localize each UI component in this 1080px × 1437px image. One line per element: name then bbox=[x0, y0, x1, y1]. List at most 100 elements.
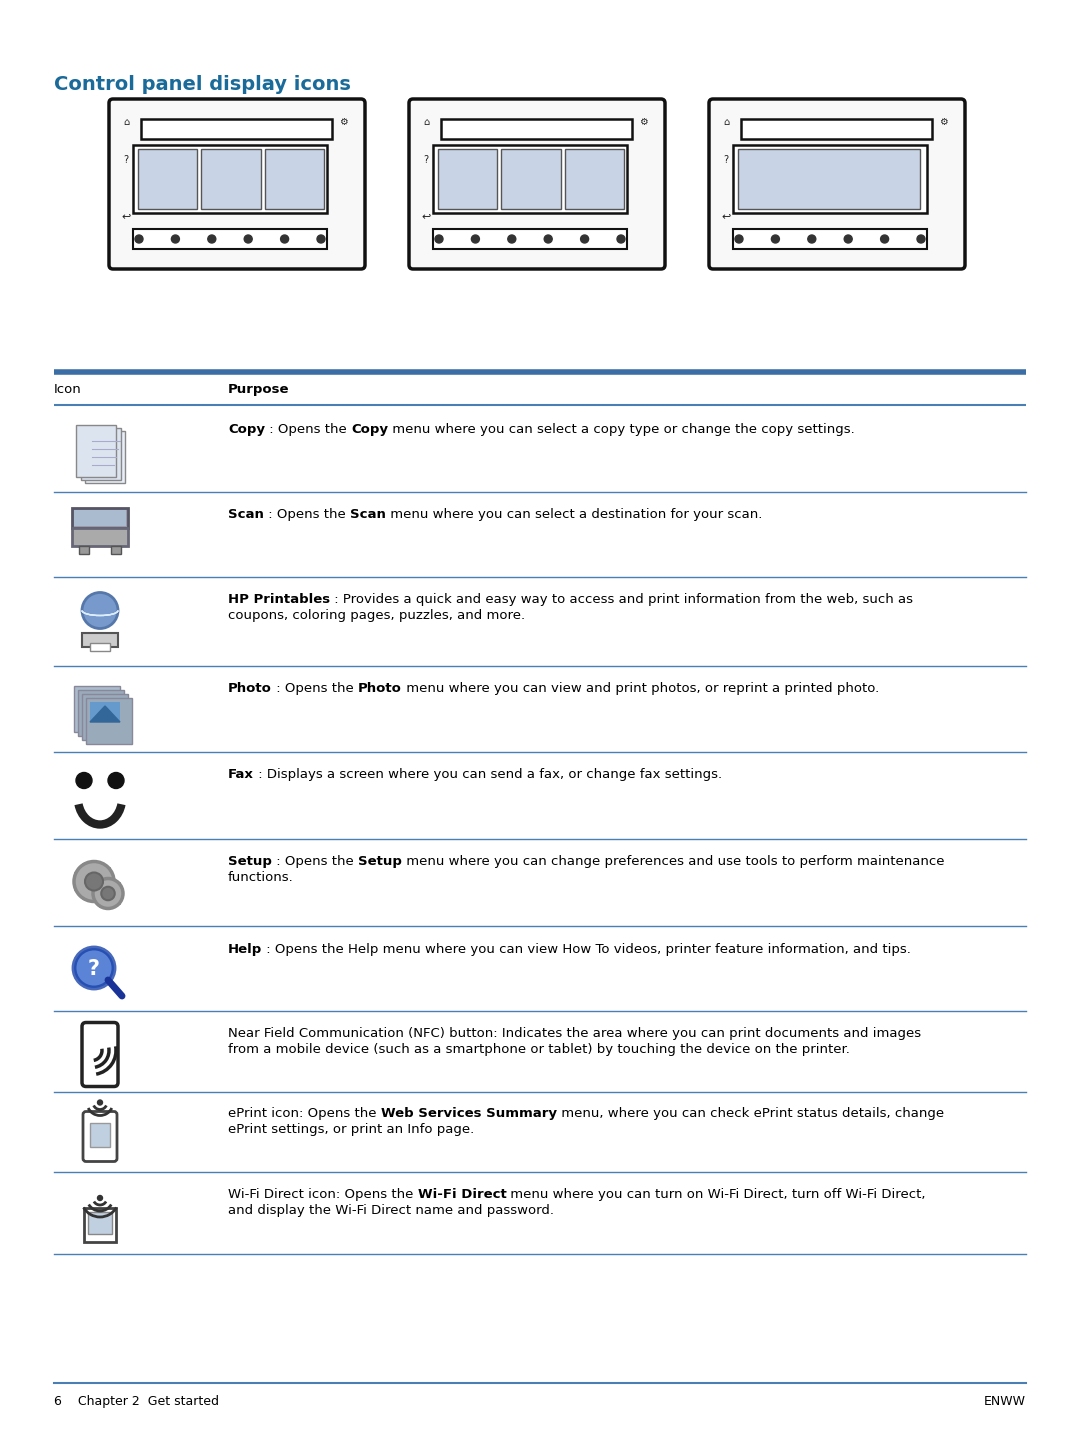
Text: Help: Help bbox=[228, 943, 262, 956]
Text: : Opens the: : Opens the bbox=[272, 683, 357, 696]
Text: Copy: Copy bbox=[351, 422, 388, 435]
FancyBboxPatch shape bbox=[107, 878, 113, 884]
Circle shape bbox=[281, 236, 288, 243]
FancyBboxPatch shape bbox=[81, 427, 121, 480]
Text: ↩: ↩ bbox=[421, 211, 430, 221]
Text: : Opens the: : Opens the bbox=[272, 855, 357, 868]
Circle shape bbox=[318, 236, 325, 243]
Text: ⌂: ⌂ bbox=[723, 116, 729, 126]
FancyBboxPatch shape bbox=[78, 690, 124, 736]
FancyBboxPatch shape bbox=[438, 149, 497, 208]
FancyBboxPatch shape bbox=[72, 507, 129, 527]
FancyBboxPatch shape bbox=[82, 632, 118, 647]
FancyBboxPatch shape bbox=[741, 119, 932, 139]
Text: Near Field Communication (NFC) button: Indicates the area where you can print do: Near Field Communication (NFC) button: I… bbox=[228, 1027, 921, 1040]
Circle shape bbox=[207, 236, 216, 243]
Circle shape bbox=[581, 236, 589, 243]
Circle shape bbox=[172, 236, 179, 243]
FancyBboxPatch shape bbox=[79, 546, 89, 553]
Circle shape bbox=[85, 872, 103, 891]
FancyBboxPatch shape bbox=[93, 887, 98, 892]
Text: Wi-Fi Direct: Wi-Fi Direct bbox=[418, 1188, 507, 1201]
Circle shape bbox=[75, 862, 114, 901]
Text: menu, where you can check ePrint status details, change: menu, where you can check ePrint status … bbox=[557, 1106, 944, 1119]
Circle shape bbox=[244, 236, 253, 243]
Text: ⌂: ⌂ bbox=[123, 116, 130, 126]
Text: : Provides a quick and easy way to access and print information from the web, su: : Provides a quick and easy way to acces… bbox=[330, 593, 913, 606]
FancyBboxPatch shape bbox=[84, 1209, 116, 1242]
FancyBboxPatch shape bbox=[87, 1211, 112, 1234]
Circle shape bbox=[917, 236, 924, 243]
Text: ePrint icon: Opens the: ePrint icon: Opens the bbox=[228, 1106, 381, 1119]
Text: 6    Chapter 2  Get started: 6 Chapter 2 Get started bbox=[54, 1395, 219, 1408]
FancyBboxPatch shape bbox=[82, 1023, 118, 1086]
Circle shape bbox=[435, 236, 443, 243]
Text: Scan: Scan bbox=[350, 509, 386, 522]
FancyBboxPatch shape bbox=[433, 145, 627, 213]
FancyBboxPatch shape bbox=[708, 99, 966, 269]
Text: HP Printables: HP Printables bbox=[228, 593, 330, 606]
Text: : Opens the: : Opens the bbox=[264, 509, 350, 522]
Text: coupons, coloring pages, puzzles, and more.: coupons, coloring pages, puzzles, and mo… bbox=[228, 609, 525, 622]
FancyBboxPatch shape bbox=[138, 149, 198, 208]
FancyBboxPatch shape bbox=[441, 119, 632, 139]
Text: menu where you can view and print photos, or reprint a printed photo.: menu where you can view and print photos… bbox=[402, 683, 879, 696]
FancyBboxPatch shape bbox=[82, 862, 87, 869]
Text: ENWW: ENWW bbox=[984, 1395, 1026, 1408]
Text: ↩: ↩ bbox=[721, 211, 730, 221]
Text: Photo: Photo bbox=[357, 683, 402, 696]
Text: Setup: Setup bbox=[228, 855, 272, 868]
FancyBboxPatch shape bbox=[82, 894, 87, 900]
FancyBboxPatch shape bbox=[109, 99, 365, 269]
Text: Copy: Copy bbox=[228, 422, 265, 435]
FancyBboxPatch shape bbox=[109, 878, 114, 885]
FancyBboxPatch shape bbox=[733, 228, 927, 249]
Text: Fax: Fax bbox=[228, 767, 254, 780]
FancyBboxPatch shape bbox=[114, 900, 121, 905]
FancyBboxPatch shape bbox=[83, 1111, 117, 1161]
FancyBboxPatch shape bbox=[75, 885, 80, 891]
FancyBboxPatch shape bbox=[94, 897, 100, 902]
FancyBboxPatch shape bbox=[133, 145, 327, 213]
Text: menu where you can select a copy type or change the copy settings.: menu where you can select a copy type or… bbox=[388, 422, 854, 435]
Circle shape bbox=[617, 236, 625, 243]
Text: Control panel display icons: Control panel display icons bbox=[54, 75, 351, 93]
FancyBboxPatch shape bbox=[114, 882, 121, 888]
Circle shape bbox=[471, 236, 480, 243]
Circle shape bbox=[82, 592, 118, 628]
FancyBboxPatch shape bbox=[118, 891, 124, 897]
FancyBboxPatch shape bbox=[201, 149, 260, 208]
Text: ⌂: ⌂ bbox=[423, 116, 429, 126]
Text: ⚙: ⚙ bbox=[339, 116, 348, 126]
Circle shape bbox=[808, 236, 815, 243]
FancyBboxPatch shape bbox=[111, 546, 121, 553]
FancyBboxPatch shape bbox=[94, 861, 100, 867]
Text: Web Services Summary: Web Services Summary bbox=[381, 1106, 557, 1119]
Text: Purpose: Purpose bbox=[228, 384, 289, 397]
Circle shape bbox=[102, 887, 114, 900]
Circle shape bbox=[544, 236, 552, 243]
FancyBboxPatch shape bbox=[105, 890, 111, 897]
FancyBboxPatch shape bbox=[75, 872, 80, 878]
Text: from a mobile device (such as a smartphone or tablet) by touching the device on : from a mobile device (such as a smartpho… bbox=[228, 1043, 850, 1056]
Circle shape bbox=[771, 236, 780, 243]
FancyBboxPatch shape bbox=[501, 149, 561, 208]
FancyBboxPatch shape bbox=[105, 867, 111, 872]
Text: : Opens the: : Opens the bbox=[265, 422, 351, 435]
Text: functions.: functions. bbox=[228, 871, 294, 884]
FancyBboxPatch shape bbox=[141, 119, 332, 139]
FancyBboxPatch shape bbox=[85, 431, 125, 483]
Text: and display the Wi-Fi Direct name and password.: and display the Wi-Fi Direct name and pa… bbox=[228, 1204, 554, 1217]
Text: Icon: Icon bbox=[54, 384, 82, 397]
Circle shape bbox=[108, 773, 124, 789]
Circle shape bbox=[845, 236, 852, 243]
Text: Wi-Fi Direct icon: Opens the: Wi-Fi Direct icon: Opens the bbox=[228, 1188, 418, 1201]
Text: ?: ? bbox=[423, 155, 428, 165]
Text: Photo: Photo bbox=[228, 683, 272, 696]
Circle shape bbox=[75, 948, 114, 989]
Circle shape bbox=[508, 236, 516, 243]
FancyBboxPatch shape bbox=[733, 145, 927, 213]
FancyBboxPatch shape bbox=[90, 1122, 110, 1147]
FancyBboxPatch shape bbox=[98, 902, 105, 908]
FancyBboxPatch shape bbox=[133, 228, 327, 249]
